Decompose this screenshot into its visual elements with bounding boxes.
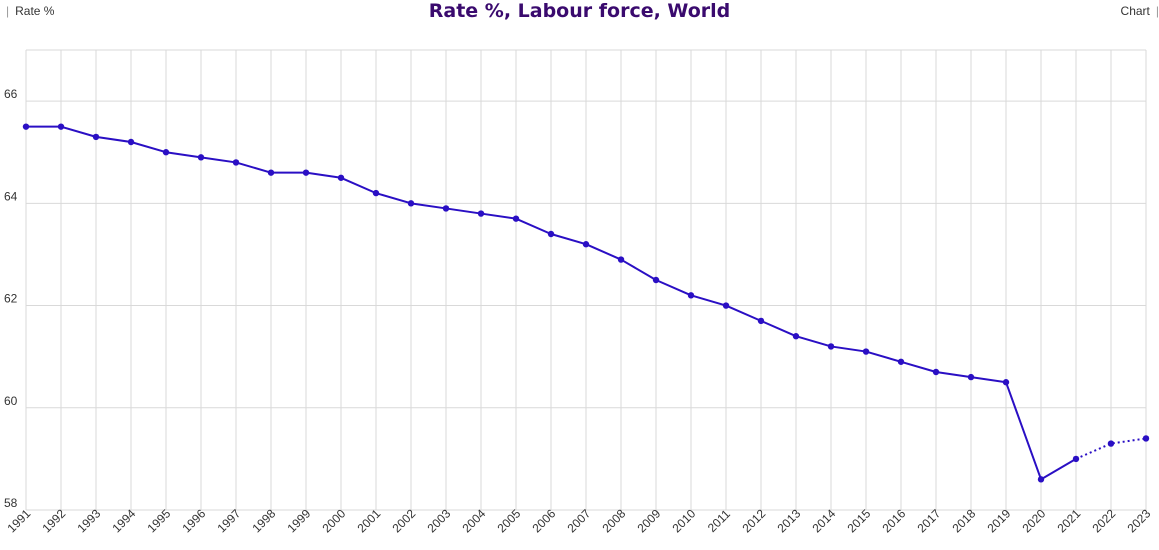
x-tick-label: 2014 (810, 506, 839, 535)
y-tick-label: 60 (4, 394, 18, 408)
breadcrumb-right[interactable]: Chart | (1121, 4, 1159, 18)
data-point (1002, 379, 1010, 386)
x-tick-label: 2000 (320, 506, 349, 535)
data-point (337, 174, 345, 181)
x-tick-label: 2007 (565, 506, 594, 535)
x-tick-label: 1992 (40, 506, 69, 535)
data-point (652, 276, 660, 284)
x-tick-label: 2013 (775, 506, 804, 535)
series-line-projected (1075, 437, 1147, 460)
x-tick-label: 2010 (670, 506, 699, 535)
data-point (967, 373, 975, 381)
data-point (687, 292, 695, 299)
x-tick-label: 2003 (425, 506, 454, 535)
x-tick-label: 2016 (880, 506, 909, 535)
y-tick-label: 62 (4, 292, 18, 306)
data-point (512, 215, 520, 222)
data-point (22, 123, 30, 130)
y-tick-label: 64 (4, 189, 18, 203)
x-tick-label: 2005 (495, 506, 524, 535)
x-tick-label: 1993 (75, 506, 104, 535)
x-tick-label: 2015 (845, 506, 874, 535)
data-point (92, 133, 100, 141)
x-tick-label: 2011 (705, 507, 733, 535)
data-point (617, 256, 625, 263)
data-point (232, 159, 240, 166)
x-tick-label: 2018 (950, 506, 979, 535)
data-point (57, 123, 65, 130)
data-point (1072, 455, 1080, 463)
x-tick-label: 2023 (1125, 506, 1154, 535)
y-tick-label: 66 (4, 87, 18, 101)
x-tick-label: 1996 (180, 506, 209, 535)
data-point (582, 241, 590, 248)
data-point (407, 200, 415, 207)
breadcrumb-left[interactable]: | Rate % (6, 4, 54, 18)
x-tick-label: 2021 (1055, 506, 1084, 535)
x-tick-label: 1994 (110, 506, 139, 535)
x-tick-label: 2001 (355, 506, 384, 535)
x-tick-label: 2012 (740, 506, 769, 535)
data-point (757, 317, 765, 325)
data-point (302, 169, 310, 176)
x-tick-label: 2009 (635, 506, 664, 535)
x-tick-label: 2019 (985, 506, 1014, 535)
x-tick-label: 1997 (215, 506, 244, 535)
x-tick-label: 1998 (250, 506, 279, 535)
data-point (1037, 476, 1045, 483)
separator: | (6, 4, 10, 18)
x-tick-label: 2022 (1090, 506, 1119, 535)
top-bar: | Rate % Rate %, Labour force, World Char… (0, 0, 1159, 24)
data-point (932, 368, 940, 376)
data-point (162, 149, 170, 156)
x-tick-label: 2006 (530, 506, 559, 535)
data-point (267, 169, 275, 176)
data-point (862, 348, 870, 355)
y-tick-label: 58 (4, 496, 18, 510)
data-point (1142, 435, 1150, 442)
data-point (827, 343, 835, 350)
data-point (722, 302, 730, 309)
data-point (372, 189, 380, 197)
data-point (127, 138, 135, 146)
data-point (442, 205, 450, 212)
x-tick-label: 2017 (915, 506, 944, 535)
x-tick-label: 2020 (1020, 506, 1049, 535)
x-tick-label: 1999 (285, 506, 314, 535)
rate-label: Rate % (15, 4, 55, 18)
x-tick-label: 2008 (600, 506, 629, 535)
x-tick-label: 2002 (390, 506, 419, 535)
x-tick-label: 2004 (460, 506, 489, 535)
data-point (547, 230, 555, 238)
x-tick-label: 1991 (5, 506, 34, 535)
data-point (897, 358, 905, 365)
separator: | (1155, 4, 1159, 18)
data-point (197, 154, 205, 161)
data-point (477, 210, 485, 217)
data-point (792, 333, 800, 340)
x-tick-label: 1995 (145, 506, 174, 535)
chart-view-label: Chart (1120, 4, 1150, 18)
data-point (1107, 440, 1115, 447)
chart-title: Rate %, Labour force, World (428, 0, 731, 22)
